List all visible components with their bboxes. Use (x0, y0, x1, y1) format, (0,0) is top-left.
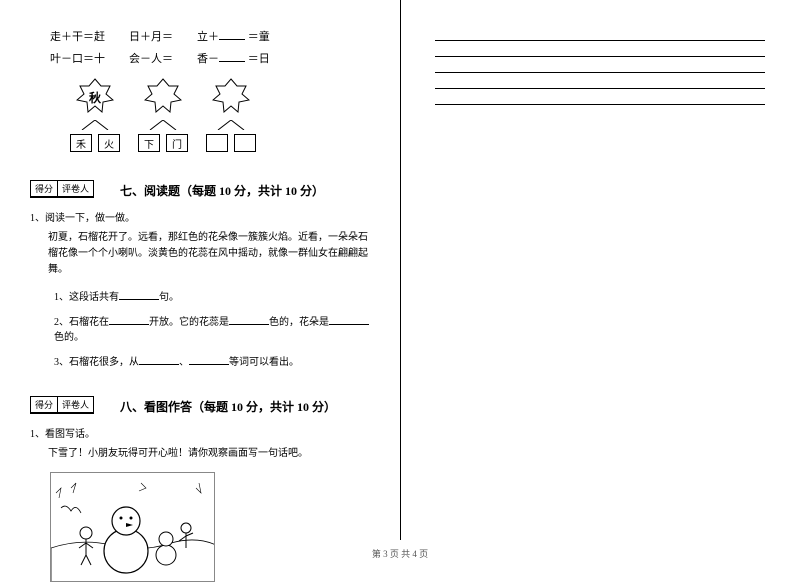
reading-passage: 初夏，石榴花开了。远看，那红色的花朵像一簇簇火焰。近看，一朵朵石榴花像一个个小喇… (48, 230, 370, 278)
writing-line[interactable] (435, 89, 765, 105)
right-page (400, 0, 800, 540)
page-footer: 第 3 页 共 4 页 (0, 547, 800, 560)
star-shape (144, 78, 182, 116)
star-char: 秋 (89, 89, 101, 106)
diagram: 下 门 (138, 78, 188, 152)
blank[interactable] (219, 51, 245, 62)
writing-line[interactable] (435, 73, 765, 89)
answer-box[interactable] (234, 134, 256, 152)
answer-box[interactable]: 下 (138, 134, 160, 152)
blank[interactable] (219, 29, 245, 40)
blank[interactable] (329, 314, 369, 325)
blank[interactable] (189, 354, 229, 365)
equation: 日＋月＝ (129, 28, 173, 44)
star-shape (212, 78, 250, 116)
score-table: 得分 评卷人 (30, 180, 94, 198)
answer-box[interactable] (206, 134, 228, 152)
box-pair: 下 门 (138, 134, 188, 152)
equation: 会－人＝ (129, 50, 173, 66)
writing-line[interactable] (435, 25, 765, 41)
blank[interactable] (119, 289, 159, 300)
star-shape: 秋 (76, 78, 114, 116)
section-8-title: 八、看图作答（每题 10 分，共计 10 分） (120, 398, 370, 415)
question-1: 1、阅读一下，做一做。 (30, 209, 370, 224)
blank[interactable] (109, 314, 149, 325)
blank[interactable] (229, 314, 269, 325)
sub-question-3: 3、石榴花很多，从、等词可以看出。 (54, 353, 370, 368)
equation: 立＋ ＝童 (197, 28, 270, 44)
score-header: 得分 (31, 181, 57, 197)
connector-lines (70, 120, 120, 130)
score-table: 得分 评卷人 (30, 396, 94, 414)
sub-question-2: 2、石榴花在开放。它的花蕊是色的，花朵是色的。 (54, 313, 370, 343)
equation-row-2: 叶－口＝十 会－人＝ 香－ ＝日 (50, 50, 370, 66)
grader-header: 评卷人 (58, 181, 93, 197)
equation: 叶－口＝十 (50, 50, 105, 66)
score-header: 得分 (31, 397, 57, 413)
connector-lines (138, 120, 188, 130)
box-pair: 禾 火 (70, 134, 120, 152)
equation: 走＋干＝赶 (50, 28, 105, 44)
section-7-title: 七、阅读题（每题 10 分，共计 10 分） (120, 182, 370, 199)
answer-box[interactable]: 禾 (70, 134, 92, 152)
sub-question-1: 1、这段话共有句。 (54, 288, 370, 303)
answer-box[interactable]: 门 (166, 134, 188, 152)
equation: 香－ ＝日 (197, 50, 270, 66)
diagram (206, 78, 256, 152)
left-page: 走＋干＝赶 日＋月＝ 立＋ ＝童 叶－口＝十 会－人＝ 香－ ＝日 秋 禾 火 (0, 0, 400, 540)
connector-lines (206, 120, 256, 130)
box-pair (206, 134, 256, 152)
grader-header: 评卷人 (58, 397, 93, 413)
writing-lines (430, 25, 770, 105)
blank[interactable] (139, 354, 179, 365)
question-1-s8: 1、看图写话。 (30, 425, 370, 440)
writing-line[interactable] (435, 41, 765, 57)
writing-line[interactable] (435, 57, 765, 73)
diagram: 秋 禾 火 (70, 78, 120, 152)
answer-box[interactable]: 火 (98, 134, 120, 152)
snowman-illustration (50, 472, 215, 582)
writing-prompt: 下雪了！小朋友玩得可开心啦！请你观察画面写一句话吧。 (48, 446, 370, 462)
star-diagrams: 秋 禾 火 下 门 (70, 78, 370, 152)
equation-row-1: 走＋干＝赶 日＋月＝ 立＋ ＝童 (50, 28, 370, 44)
